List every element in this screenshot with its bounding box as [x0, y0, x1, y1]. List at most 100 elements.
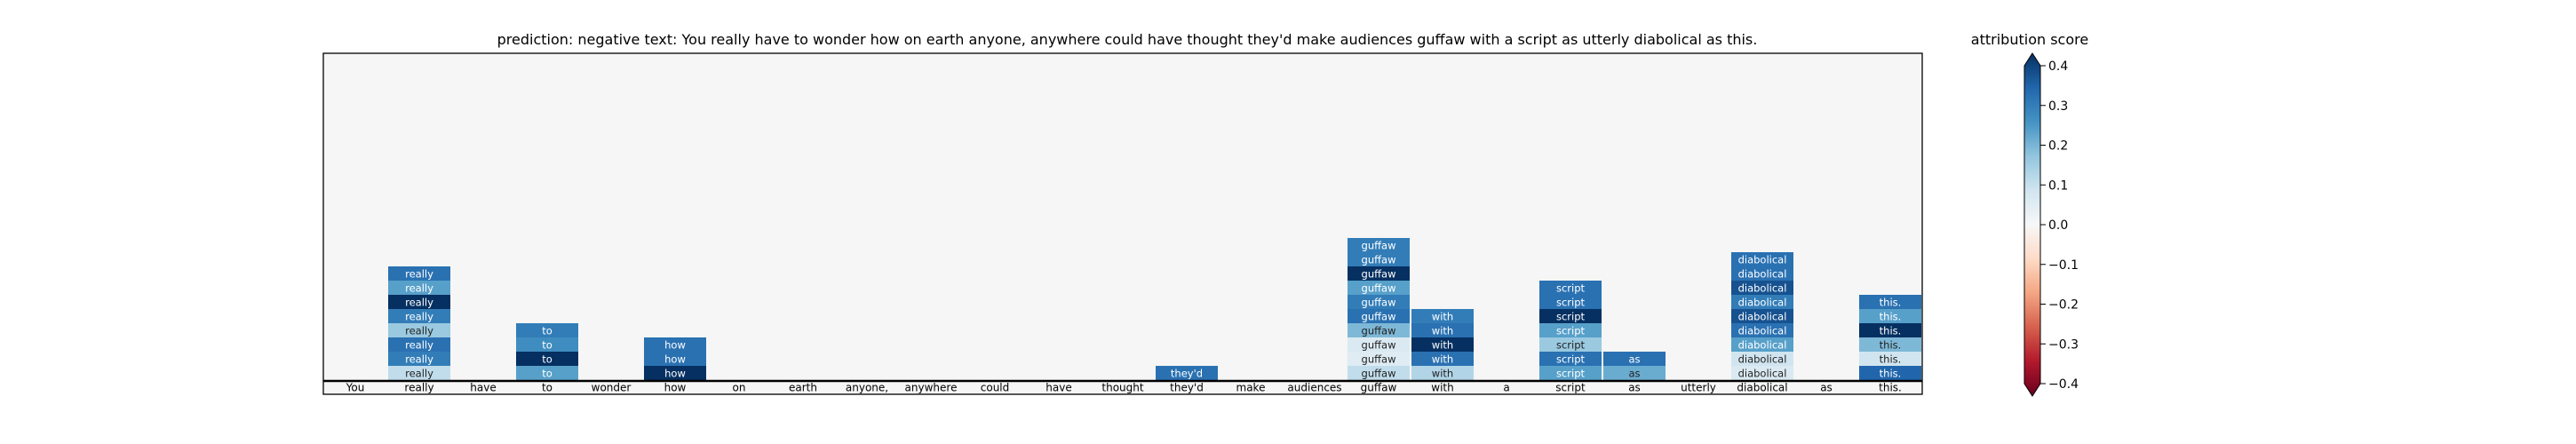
heatmap-cell	[516, 337, 578, 352]
token-label: this.	[1879, 382, 1902, 394]
heatmap-cell	[388, 366, 450, 380]
colorbar-tick-label: −0.3	[2048, 337, 2079, 352]
cell-token-label: really	[405, 282, 433, 295]
heatmap-cell	[388, 323, 450, 337]
heatmap-cell	[1859, 295, 1921, 309]
plot-frame	[322, 52, 1923, 395]
heatmap-cell	[1348, 266, 1410, 281]
heatmap-cell	[1859, 337, 1921, 352]
token-label: to	[542, 382, 553, 394]
heatmap-cell	[1348, 323, 1410, 337]
heatmap-cells: reallyreallyreallyreallyreallyreallyreal…	[388, 238, 1921, 380]
heatmap-cell	[1603, 352, 1666, 366]
token-label: have	[1046, 382, 1071, 394]
cell-token-label: diabolical	[1738, 368, 1787, 380]
cell-token-label: guffaw	[1362, 297, 1396, 309]
colorbar-tick-label: 0.2	[2048, 139, 2068, 154]
cell-token-label: this.	[1880, 311, 1902, 323]
cell-token-label: diabolical	[1738, 297, 1787, 309]
token-label: make	[1236, 382, 1266, 394]
heatmap-cell	[1348, 281, 1410, 295]
colorbar-label: attribution score	[1971, 31, 2088, 48]
cell-token-label: guffaw	[1362, 339, 1396, 352]
heatmap-cell	[1539, 295, 1602, 309]
heatmap-cell	[1348, 352, 1410, 366]
heatmap-cell	[1348, 252, 1410, 266]
heatmap-cell	[1539, 352, 1602, 366]
cell-token-label: they'd	[1171, 368, 1203, 380]
heatmap-cell	[1156, 366, 1218, 380]
colorbar-ticks: 0.4 0.3 0.2 0.1 0.0 −0.1 −0.2 −0.3 −0.4	[2040, 59, 2079, 392]
cell-token-label: guffaw	[1362, 368, 1396, 380]
cell-token-label: as	[1628, 353, 1640, 366]
cell-token-label: guffaw	[1362, 325, 1396, 337]
token-label: they'd	[1170, 382, 1204, 394]
heatmap-cell	[1731, 352, 1793, 366]
cell-token-label: guffaw	[1362, 282, 1396, 295]
cell-token-label: with	[1432, 311, 1453, 323]
cell-token-label: this.	[1880, 339, 1902, 352]
heatmap-cell	[1731, 281, 1793, 295]
heatmap-cell	[1731, 337, 1793, 352]
cell-token-label: script	[1556, 297, 1586, 309]
cell-token-label: to	[542, 353, 553, 366]
cell-token-label: diabolical	[1738, 339, 1787, 352]
token-label: script	[1555, 382, 1586, 394]
cell-token-label: to	[542, 325, 553, 337]
heatmap-cell	[644, 352, 706, 366]
heatmap-cell	[1348, 309, 1410, 323]
heatmap-cell	[388, 337, 450, 352]
colorbar-tick-label: −0.2	[2048, 298, 2079, 313]
cell-token-label: how	[664, 353, 686, 366]
heatmap-cell	[1859, 366, 1921, 380]
token-label: on	[733, 382, 746, 394]
token-row: You really have to wonder how on earth anyone, an…	[346, 382, 1902, 394]
token-label: guffaw	[1361, 382, 1397, 394]
cell-token-label: as	[1628, 368, 1640, 380]
heatmap-cell	[1731, 266, 1793, 281]
heatmap-cell	[1539, 309, 1602, 323]
cell-token-label: how	[664, 368, 686, 380]
colorbar-tick-label: −0.1	[2048, 258, 2079, 273]
colorbar-tick-label: −0.4	[2048, 377, 2079, 392]
token-label: You	[346, 382, 365, 394]
heatmap-cell	[1411, 337, 1474, 352]
heatmap-cell	[1859, 352, 1921, 366]
cell-token-label: really	[405, 311, 433, 323]
heatmap-cell	[1348, 337, 1410, 352]
heatmap-cell	[1348, 238, 1410, 252]
heatmap-cell	[1539, 366, 1602, 380]
token-label: anywhere	[905, 382, 958, 394]
token-label: have	[470, 382, 496, 394]
colorbar-tick-label: 0.3	[2048, 99, 2068, 114]
heatmap-cell	[1348, 366, 1410, 380]
heatmap-cell	[1348, 295, 1410, 309]
chart-title: prediction: negative text: You really ha…	[497, 31, 1758, 48]
cell-token-label: really	[405, 297, 433, 309]
heatmap-cell	[1411, 309, 1474, 323]
cell-token-label: script	[1556, 311, 1586, 323]
heatmap-cell	[1731, 309, 1793, 323]
heatmap-cell	[1731, 366, 1793, 380]
heatmap-cell	[388, 266, 450, 281]
heatmap-cell	[1731, 323, 1793, 337]
heatmap-cell	[644, 366, 706, 380]
heatmap-cell	[516, 352, 578, 366]
token-label: anyone,	[846, 382, 888, 394]
token-label: audiences	[1287, 382, 1341, 394]
cell-token-label: diabolical	[1738, 268, 1787, 281]
token-label: as	[1628, 382, 1641, 394]
heatmap-cell	[388, 295, 450, 309]
colorbar-tick-label: 0.4	[2048, 59, 2068, 74]
heatmap-cell	[1411, 352, 1474, 366]
heatmap-cell	[388, 352, 450, 366]
token-label: earth	[789, 382, 817, 394]
token-label: with	[1431, 382, 1453, 394]
cell-token-label: this.	[1880, 297, 1902, 309]
heatmap-cell	[1731, 295, 1793, 309]
heatmap-cell	[388, 309, 450, 323]
cell-token-label: really	[405, 325, 433, 337]
cell-token-label: this.	[1880, 368, 1902, 380]
cell-token-label: how	[664, 339, 686, 352]
cell-token-label: guffaw	[1362, 353, 1396, 366]
